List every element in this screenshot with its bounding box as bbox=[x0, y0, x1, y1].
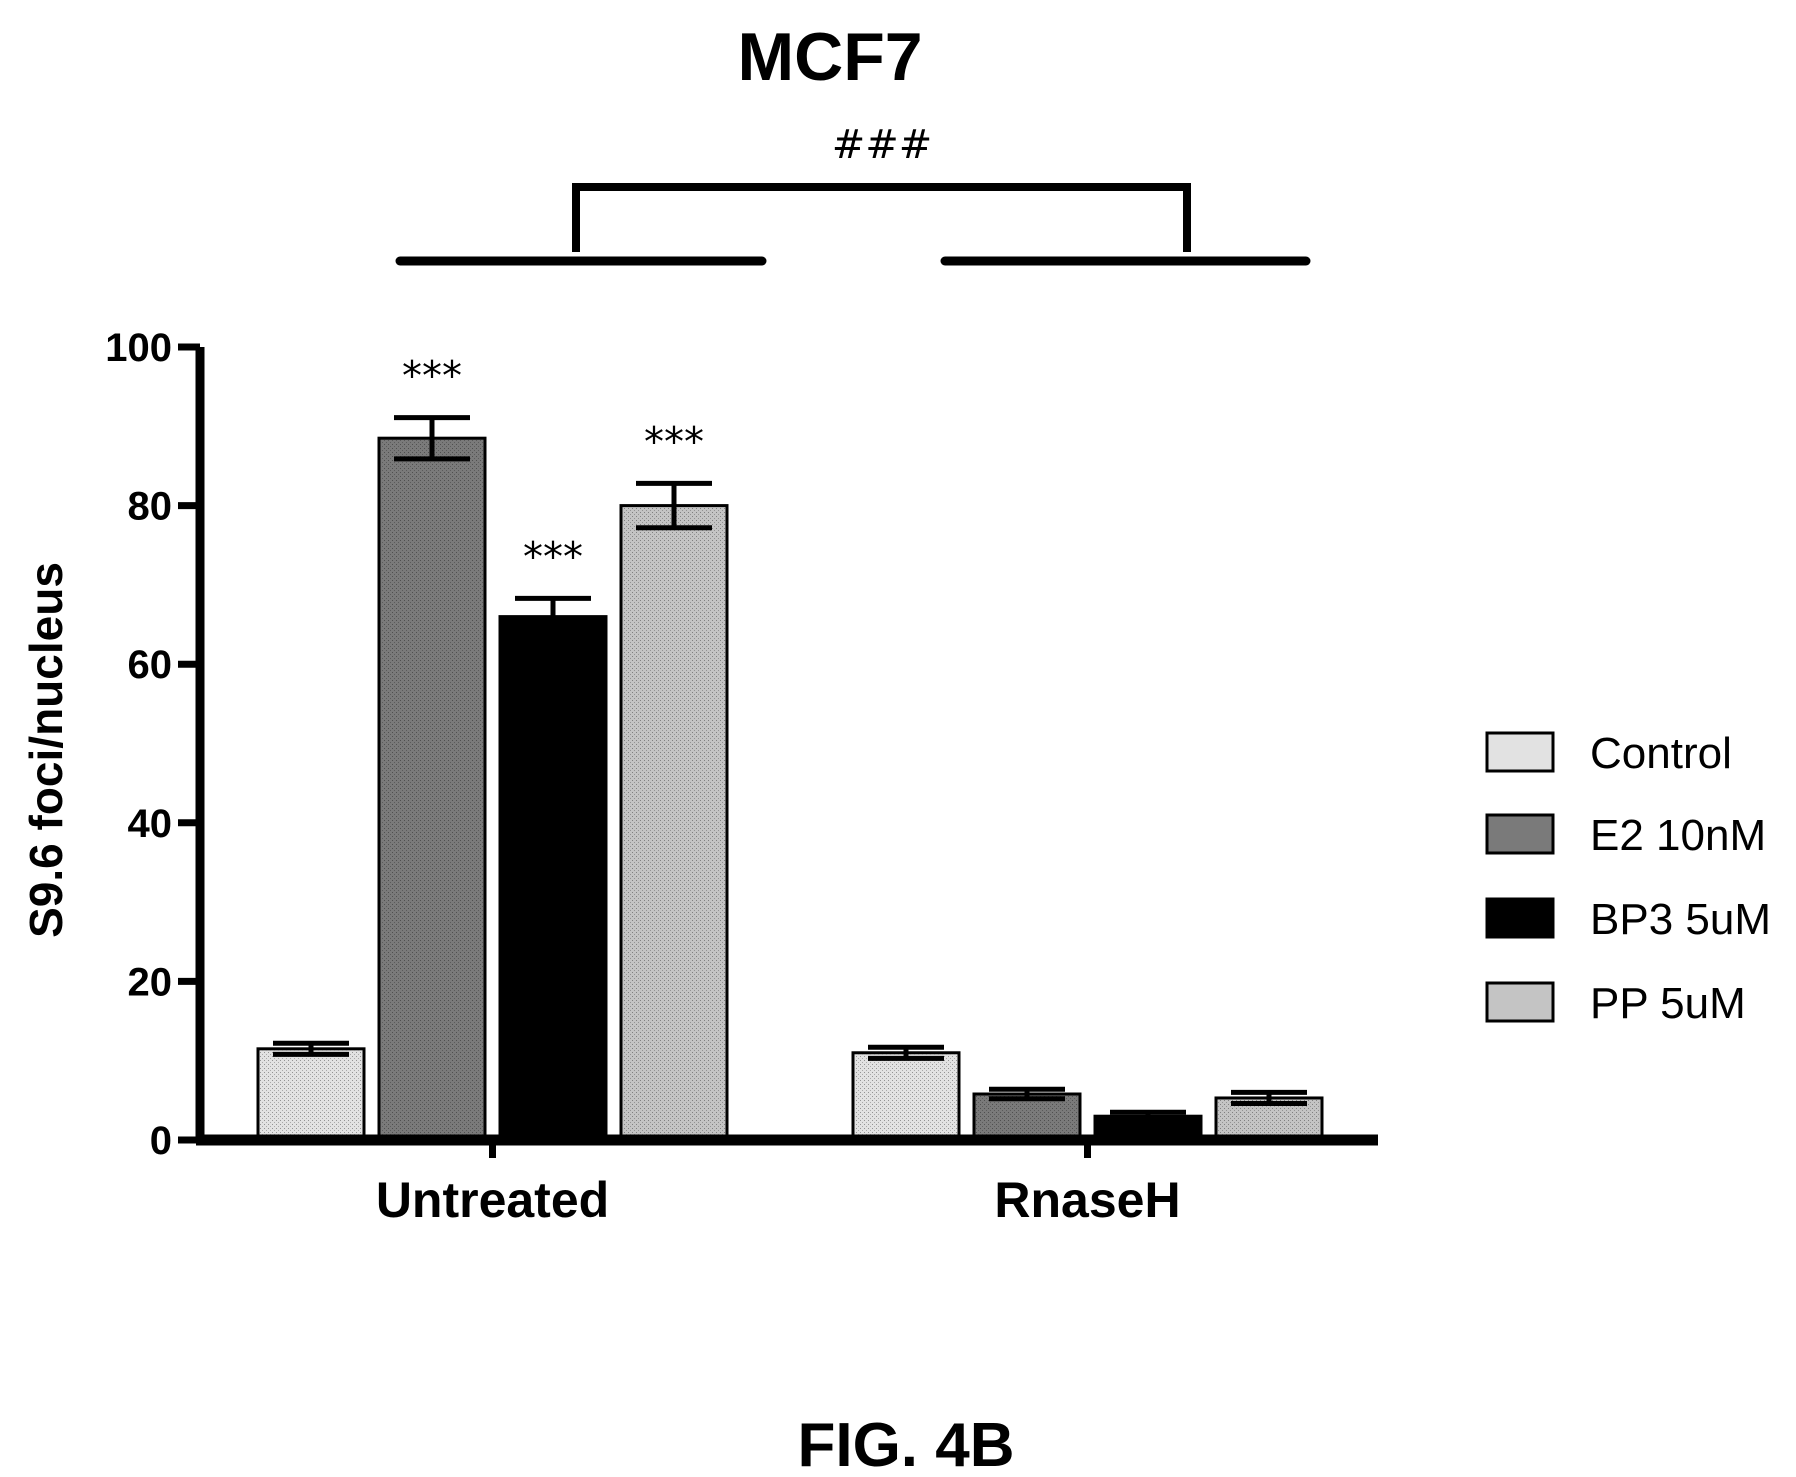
bar-texture bbox=[623, 507, 725, 1139]
legend-swatch-bp3 bbox=[1485, 897, 1555, 939]
bar-group bbox=[256, 1040, 366, 1142]
bar-texture bbox=[381, 440, 483, 1138]
bar bbox=[498, 615, 608, 1142]
group-significance-label: ### bbox=[832, 122, 933, 168]
legend: Control E2 10nM BP3 5uM PP 5uM bbox=[1485, 729, 1771, 1028]
legend-label-control: Control bbox=[1590, 729, 1732, 778]
y-tick-label: 100 bbox=[105, 326, 172, 370]
y-tick-label: 60 bbox=[128, 643, 173, 687]
x-axis: Untreated RnaseH bbox=[196, 1134, 1378, 1228]
legend-item-pp: PP 5uM bbox=[1485, 979, 1746, 1028]
significance-marks: *** *** *** bbox=[402, 354, 704, 581]
significance-star: *** bbox=[402, 354, 462, 400]
chart-title: MCF7 bbox=[737, 19, 922, 95]
group-comparison-bracket: ### bbox=[395, 122, 1311, 266]
y-tick-label: 20 bbox=[128, 960, 173, 1004]
bar-group bbox=[377, 415, 487, 1142]
significance-star: *** bbox=[644, 419, 704, 465]
bar-group bbox=[851, 1044, 961, 1142]
y-axis-label: S9.6 foci/nucleus bbox=[20, 562, 72, 938]
bar-group bbox=[1093, 1109, 1203, 1142]
y-axis: 0 20 40 60 80 100 bbox=[105, 326, 205, 1163]
x-category-label: RnaseH bbox=[994, 1172, 1180, 1228]
legend-item-control: Control bbox=[1485, 729, 1732, 778]
bar-group bbox=[972, 1086, 1082, 1142]
bar-texture bbox=[976, 1096, 1078, 1138]
legend-swatch-e2 bbox=[1485, 813, 1555, 855]
bar-texture bbox=[1218, 1099, 1320, 1138]
bar-group bbox=[1214, 1089, 1324, 1142]
x-category-label: Untreated bbox=[376, 1172, 609, 1228]
legend-swatch-pp bbox=[1485, 981, 1555, 1023]
legend-label-e2: E2 10nM bbox=[1590, 811, 1766, 860]
bar-texture bbox=[260, 1050, 362, 1138]
significance-star: *** bbox=[523, 534, 583, 580]
bar-group bbox=[498, 595, 608, 1142]
legend-item-bp3: BP3 5uM bbox=[1485, 895, 1771, 944]
legend-label-pp: PP 5uM bbox=[1590, 979, 1746, 1028]
figure-caption: FIG. 4B bbox=[797, 1411, 1014, 1477]
bracket-line bbox=[572, 183, 1191, 252]
bar-texture bbox=[855, 1054, 957, 1138]
legend-swatch-control bbox=[1485, 731, 1555, 773]
y-tick-label: 0 bbox=[150, 1119, 172, 1163]
bars bbox=[256, 415, 1324, 1142]
y-tick-label: 80 bbox=[128, 485, 173, 529]
bar-group bbox=[619, 480, 729, 1142]
legend-item-e2: E2 10nM bbox=[1485, 811, 1766, 860]
legend-label-bp3: BP3 5uM bbox=[1590, 895, 1771, 944]
y-tick-label: 40 bbox=[128, 802, 173, 846]
